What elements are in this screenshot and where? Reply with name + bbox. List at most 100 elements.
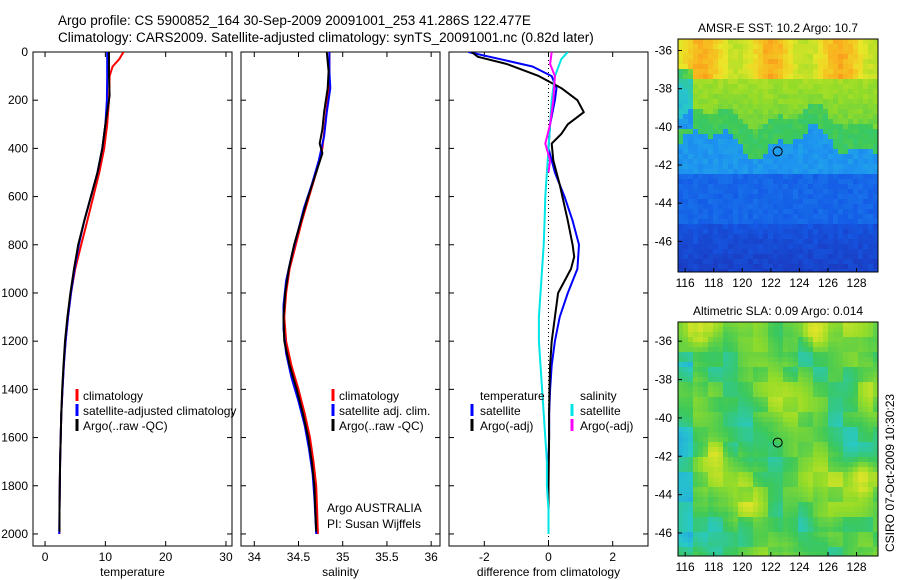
- map-cell: [818, 547, 824, 553]
- map-cell: [698, 477, 704, 483]
- map-cell: [853, 149, 859, 155]
- map-cell: [773, 199, 779, 205]
- map-cell: [788, 482, 794, 488]
- map-cell: [723, 407, 729, 413]
- map-cell: [683, 337, 689, 343]
- map-cell: [778, 322, 784, 328]
- map-cell: [873, 219, 879, 225]
- map-cell: [818, 497, 824, 503]
- map-cell: [848, 54, 854, 60]
- map-cell: [853, 327, 859, 333]
- map-cell: [803, 109, 809, 115]
- map-cell: [858, 442, 864, 448]
- map-cell: [868, 49, 874, 55]
- map-cell: [693, 119, 699, 125]
- map-cell: [758, 447, 764, 453]
- map-cell: [693, 54, 699, 60]
- map-cell: [868, 372, 874, 378]
- map-cell: [793, 342, 799, 348]
- map-cell: [783, 462, 789, 468]
- map-cell: [693, 522, 699, 528]
- map-cell: [708, 134, 714, 140]
- map-cell: [773, 382, 779, 388]
- map-cell: [688, 104, 694, 110]
- map-cell: [808, 472, 814, 478]
- map-cell: [688, 417, 694, 423]
- map-cell: [738, 104, 744, 110]
- map-cell: [828, 442, 834, 448]
- map-cell: [803, 352, 809, 358]
- map-cell: [688, 79, 694, 85]
- map-cell: [803, 547, 809, 553]
- map-cell: [693, 64, 699, 70]
- map-cell: [818, 372, 824, 378]
- map-cell: [703, 532, 709, 538]
- map-cell: [778, 547, 784, 553]
- map-cell: [733, 412, 739, 418]
- map-cell: [738, 109, 744, 115]
- x-tick-label: 30: [219, 550, 233, 564]
- map-cell: [733, 134, 739, 140]
- map-cell: [753, 244, 759, 250]
- map-cell: [683, 134, 689, 140]
- map-cell: [693, 472, 699, 478]
- map-cell: [828, 254, 834, 260]
- map-cell: [853, 477, 859, 483]
- map-cell: [743, 54, 749, 60]
- map-cell: [763, 254, 769, 260]
- map-cell: [838, 432, 844, 438]
- map-cell: [718, 477, 724, 483]
- map-cell: [708, 437, 714, 443]
- map-cell: [683, 537, 689, 543]
- map-cell: [703, 367, 709, 373]
- map-cell: [798, 84, 804, 90]
- map-cell: [868, 64, 874, 70]
- map-cell: [783, 269, 789, 273]
- map-cell: [868, 244, 874, 250]
- map-cell: [683, 214, 689, 220]
- map-cell: [803, 427, 809, 433]
- map-cell: [803, 269, 809, 273]
- map-cell: [793, 467, 799, 473]
- map-cell: [843, 532, 849, 538]
- map-cell: [858, 452, 864, 458]
- map-cell: [873, 492, 879, 498]
- map-cell: [763, 104, 769, 110]
- map-cell: [763, 537, 769, 543]
- map-cell: [853, 139, 859, 145]
- map-cell: [703, 154, 709, 160]
- map-cell: [833, 462, 839, 468]
- map-cell: [718, 109, 724, 115]
- map-cell: [863, 547, 869, 553]
- map-cell: [823, 417, 829, 423]
- map-cell: [778, 234, 784, 240]
- map-cell: [698, 44, 704, 50]
- map-cell: [813, 89, 819, 95]
- map-cell: [703, 392, 709, 398]
- map-cell: [868, 337, 874, 343]
- map-cell: [858, 139, 864, 145]
- map-cell: [713, 447, 719, 453]
- map-cell: [743, 482, 749, 488]
- map-cell: [678, 372, 684, 378]
- map-cell: [778, 502, 784, 508]
- map-cell: [788, 99, 794, 105]
- map-cell: [728, 229, 734, 235]
- map-cell: [863, 482, 869, 488]
- map-cell: [678, 199, 684, 205]
- map-cell: [738, 84, 744, 90]
- map-cell: [713, 254, 719, 260]
- map-cell: [803, 482, 809, 488]
- map-cell: [723, 552, 729, 557]
- map-cell: [743, 422, 749, 428]
- map-cell: [813, 134, 819, 140]
- map-cell: [683, 532, 689, 538]
- map-cell: [838, 189, 844, 195]
- map-cell: [768, 412, 774, 418]
- map-cell: [783, 347, 789, 353]
- map-cell: [688, 337, 694, 343]
- map-cell: [853, 84, 859, 90]
- map-cell: [698, 234, 704, 240]
- map-cell: [753, 327, 759, 333]
- map-cell: [733, 84, 739, 90]
